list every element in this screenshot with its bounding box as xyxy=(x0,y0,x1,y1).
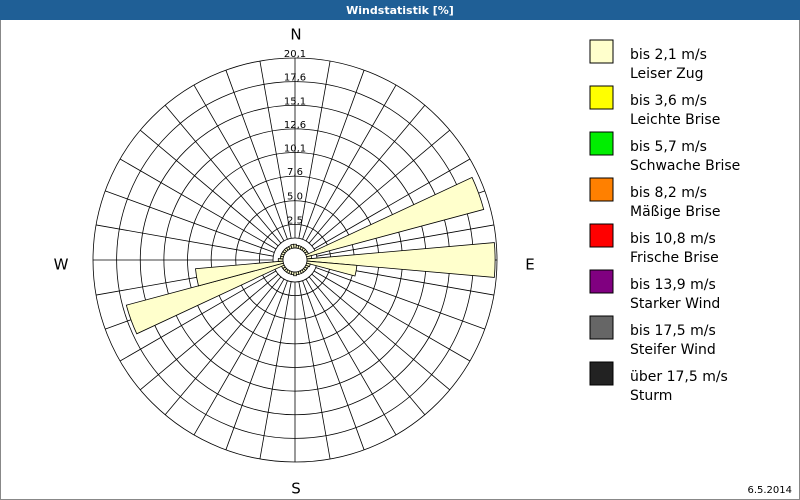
legend-swatch xyxy=(589,85,614,110)
r-tick-label: 12,6 xyxy=(284,120,306,131)
spoke xyxy=(305,278,397,436)
spoke xyxy=(311,273,450,391)
legend-label: bis 5,7 m/s xyxy=(630,139,707,155)
legend-label: bis 13,9 m/s xyxy=(630,277,716,293)
wind-bar xyxy=(290,243,295,249)
direction-label: S xyxy=(291,480,301,498)
spoke xyxy=(313,158,471,250)
spoke xyxy=(164,105,282,244)
spoke xyxy=(193,278,285,436)
direction-label: E xyxy=(525,256,534,274)
wind-bar xyxy=(293,271,297,277)
wind-bar xyxy=(305,262,311,268)
wind-bar xyxy=(125,262,285,335)
legend-description: Mäßige Brise xyxy=(630,204,720,220)
legend-description: Frische Brise xyxy=(630,250,719,266)
legend-description: Schwache Brise xyxy=(630,158,740,174)
spoke xyxy=(119,270,277,362)
spoke xyxy=(225,70,288,240)
spoke xyxy=(302,70,365,240)
r-tick-label: 15,1 xyxy=(284,96,306,107)
r-tick-label: 5,0 xyxy=(287,192,303,203)
legend-description: Starker Wind xyxy=(630,296,720,312)
legend-swatch xyxy=(589,361,614,386)
spoke xyxy=(95,224,274,257)
legend-description: Leiser Zug xyxy=(630,66,704,82)
spoke xyxy=(308,276,426,415)
legend-swatch xyxy=(589,315,614,340)
title-bar xyxy=(0,0,800,20)
spoke xyxy=(105,190,275,253)
legend-description: Leichte Brise xyxy=(630,112,720,128)
spoke xyxy=(193,84,285,242)
spoke xyxy=(298,60,331,239)
r-tick-label: 7,6 xyxy=(287,167,303,178)
legend-label: über 17,5 m/s xyxy=(630,369,728,385)
legend-description: Sturm xyxy=(630,388,672,404)
legend-description: Steifer Wind xyxy=(630,342,716,358)
spoke xyxy=(302,280,365,450)
chart-title: Windstatistik [%] xyxy=(346,4,454,17)
spoke xyxy=(313,270,471,362)
legend-swatch xyxy=(589,223,614,248)
r-tick-label: 2,5 xyxy=(287,215,303,226)
wind-bar xyxy=(305,176,485,258)
spoke xyxy=(308,105,426,244)
legend-swatch xyxy=(589,269,614,294)
legend-label: bis 2,1 m/s xyxy=(630,47,707,63)
legend-swatch xyxy=(589,177,614,202)
spoke xyxy=(119,158,277,250)
legend-label: bis 17,5 m/s xyxy=(630,323,716,339)
spoke xyxy=(259,60,292,239)
wind-bar xyxy=(195,260,284,287)
direction-label: N xyxy=(290,26,301,44)
r-tick-label: 20,1 xyxy=(284,49,306,60)
spoke xyxy=(140,129,279,247)
spoke xyxy=(140,273,279,391)
wind-bar xyxy=(306,260,358,277)
date: 6.5.2014 xyxy=(747,485,792,496)
wind-bar xyxy=(306,242,496,278)
spoke xyxy=(305,84,397,242)
legend-label: bis 8,2 m/s xyxy=(630,185,707,201)
ring xyxy=(92,57,498,463)
direction-label: W xyxy=(54,256,69,274)
spoke xyxy=(225,280,288,450)
spoke xyxy=(259,281,292,460)
spoke xyxy=(316,224,495,257)
spoke xyxy=(315,267,485,330)
wind-bar xyxy=(277,258,284,262)
legend-label: bis 3,6 m/s xyxy=(630,93,707,109)
r-tick-label: 10,1 xyxy=(284,144,306,155)
spoke xyxy=(298,281,331,460)
legend-swatch xyxy=(589,131,614,156)
legend-swatch xyxy=(589,39,614,64)
r-tick-label: 17,6 xyxy=(284,73,306,84)
spoke xyxy=(164,276,282,415)
legend-label: bis 10,8 m/s xyxy=(630,231,716,247)
spoke xyxy=(311,129,450,247)
